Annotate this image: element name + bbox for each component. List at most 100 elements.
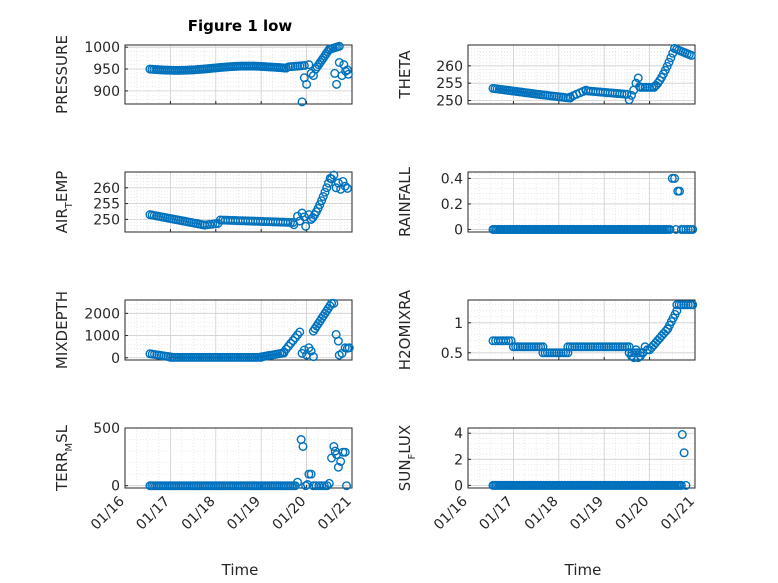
y-tick-label: 0.2 xyxy=(441,197,463,213)
y-tick-label: 950 xyxy=(93,62,120,78)
y-tick-label: 0 xyxy=(111,351,120,367)
y-tick-label: 0 xyxy=(111,479,120,495)
data-point xyxy=(333,462,343,472)
data-point xyxy=(299,61,309,71)
y-axis-label: MIXDEPTH xyxy=(53,291,71,369)
y-tick-label: 255 xyxy=(436,76,463,92)
data-point xyxy=(688,300,698,310)
y-tick-label: 2 xyxy=(454,452,463,468)
x-tick-label: 01/20 xyxy=(613,494,653,534)
data-point xyxy=(633,353,643,363)
data-point xyxy=(319,481,329,491)
x-axis-label-left: Time xyxy=(221,561,259,579)
y-tick-label: 0 xyxy=(454,222,463,238)
data-point xyxy=(320,187,330,197)
data-point xyxy=(664,57,674,67)
data-point xyxy=(624,95,634,105)
data-point xyxy=(651,338,661,348)
data-point xyxy=(506,336,516,346)
x-tick-label: 01/21 xyxy=(658,494,698,534)
subplot-mixdepth: 0 1000 2000 MIXDEPTH xyxy=(53,291,354,369)
y-axis-label: SUNFLUX xyxy=(396,425,418,491)
data-point xyxy=(324,478,334,488)
y-tick-label: 0.4 xyxy=(441,171,463,187)
y-axis-label: AIRTEMP xyxy=(53,171,75,234)
data-point xyxy=(317,481,327,491)
data-point xyxy=(538,342,548,352)
data-point xyxy=(504,336,514,346)
data-point xyxy=(293,477,303,487)
data-point xyxy=(676,480,686,490)
y-axis-label: THETA xyxy=(396,50,414,100)
x-tick-label: 01/21 xyxy=(315,494,355,534)
x-tick-label: 01/18 xyxy=(522,494,562,534)
data-point xyxy=(329,298,339,308)
y-axis-label: RAINFALL xyxy=(396,166,414,237)
y-axis-label: PRESSURE xyxy=(53,35,71,114)
data-point xyxy=(677,430,687,440)
data-point xyxy=(322,183,332,193)
y-axis-label: TERRMSL xyxy=(53,424,75,492)
data-point xyxy=(336,456,346,466)
data-point xyxy=(686,50,696,60)
y-tick-label: 4 xyxy=(454,426,463,442)
data-point xyxy=(344,343,354,353)
data-point xyxy=(322,481,332,491)
data-point xyxy=(626,90,636,100)
data-point xyxy=(657,331,667,341)
x-axis-label-right: Time xyxy=(564,561,602,579)
data-point xyxy=(688,224,698,234)
x-tick-label: 01/16 xyxy=(88,493,128,533)
data-point xyxy=(342,65,352,75)
data-point xyxy=(318,192,328,202)
data-point xyxy=(298,441,308,451)
y-axis-label: H2OMIXRA xyxy=(396,289,414,370)
data-point xyxy=(675,186,685,196)
data-point xyxy=(662,61,672,71)
data-point xyxy=(304,60,314,70)
x-tick-label: 01/18 xyxy=(179,494,219,534)
data-point xyxy=(334,57,344,67)
data-point xyxy=(649,340,659,350)
subplot-terr_msl: 0 500 TERRMSL 01/16 01/17 01/18 01/19 01/20 01/2… xyxy=(53,421,355,533)
subplot-pressure: 900 950 1000 PRESSURE xyxy=(53,35,353,114)
data-point xyxy=(679,448,689,458)
y-tick-label: 250 xyxy=(93,212,120,228)
y-tick-label: 1000 xyxy=(84,329,120,345)
y-tick-label: 1 xyxy=(454,316,463,332)
data-point xyxy=(342,183,352,193)
data-point xyxy=(297,97,307,107)
axes-box xyxy=(467,299,696,361)
data-point xyxy=(340,447,350,457)
y-tick-label: 0.5 xyxy=(441,346,463,362)
data-point xyxy=(332,79,342,89)
data-point xyxy=(563,348,573,358)
y-tick-label: 2000 xyxy=(84,306,120,322)
subplot-sun_flux: 0 2 4 SUNFLUX 01/16 01/17 01/18 01/19 01/20 01/21 xyxy=(396,425,698,534)
data-point xyxy=(672,306,682,316)
axes-box xyxy=(467,44,696,105)
y-tick-label: 255 xyxy=(93,197,120,213)
data-point xyxy=(295,327,305,337)
data-point xyxy=(342,481,352,491)
subplot-rainfall: 0 0.2 0.4 RAINFALL xyxy=(396,166,698,238)
data-point xyxy=(306,346,316,356)
data-point xyxy=(681,480,691,490)
data-point xyxy=(622,89,632,99)
y-tick-label: 260 xyxy=(93,181,120,197)
data-point xyxy=(329,441,339,451)
data-point xyxy=(338,176,348,186)
data-point xyxy=(302,79,312,89)
data-point xyxy=(665,224,675,234)
y-tick-label: 900 xyxy=(93,84,120,100)
data-point xyxy=(329,170,339,180)
data-point xyxy=(653,335,663,345)
axes-box xyxy=(124,171,353,233)
data-point xyxy=(501,336,511,346)
x-tick-label: 01/17 xyxy=(476,494,516,534)
data-point xyxy=(666,53,676,63)
data-point xyxy=(331,183,341,193)
